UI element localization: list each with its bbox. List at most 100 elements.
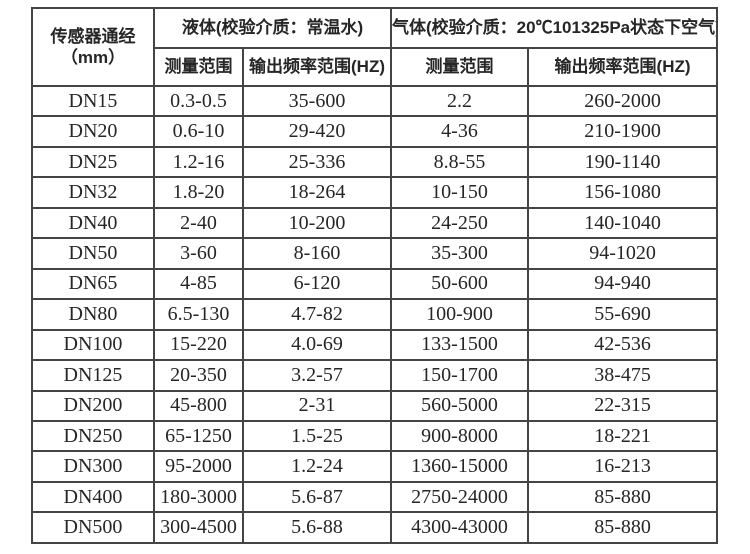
cell-liquid-measure-range: 4-85 — [153, 267, 244, 301]
cell-gas-freq-range: 190-1140 — [527, 145, 719, 179]
cell-liquid-freq-range: 1.5-25 — [241, 419, 393, 453]
cell-liquid-measure-range: 20-350 — [153, 359, 244, 392]
cell-gas-measure-range: 4300-43000 — [390, 511, 530, 544]
cell-gas-measure-range: 2.2 — [390, 84, 530, 118]
cell-gas-freq-range: 16-213 — [527, 450, 719, 483]
cell-liquid-measure-range: 2-40 — [153, 206, 244, 240]
cell-dn: DN15 — [31, 84, 155, 118]
cell-liquid-freq-range: 18-264 — [241, 176, 393, 209]
cell-gas-measure-range: 4-36 — [390, 115, 530, 148]
cell-dn: DN40 — [31, 206, 155, 240]
cell-gas-measure-range: 900-8000 — [390, 419, 530, 453]
table-row: DN25 1.2-16 25-336 8.8-55 190-1140 — [31, 145, 719, 179]
cell-gas-freq-range: 18-221 — [527, 419, 719, 453]
cell-dn: DN65 — [31, 267, 155, 301]
cell-gas-measure-range: 2750-24000 — [390, 480, 530, 514]
cell-gas-freq-range: 260-2000 — [527, 84, 719, 118]
table-row: DN20 0.6-10 29-420 4-36 210-1900 — [31, 115, 719, 148]
cell-dn: DN300 — [31, 450, 155, 483]
cell-gas-measure-range: 150-1700 — [390, 359, 530, 392]
cell-liquid-freq-range: 5.6-88 — [241, 511, 393, 544]
cell-liquid-measure-range: 95-2000 — [153, 450, 244, 483]
cell-liquid-measure-range: 0.3-0.5 — [153, 84, 244, 118]
cell-dn: DN250 — [31, 419, 155, 453]
cell-gas-freq-range: 94-1020 — [527, 237, 719, 270]
header-gas-freq-range: 输出频率范围(HZ) — [527, 47, 719, 87]
table-row: DN200 45-800 2-31 560-5000 22-315 — [31, 389, 719, 422]
cell-gas-freq-range: 38-475 — [527, 359, 719, 392]
cell-gas-freq-range: 156-1080 — [527, 176, 719, 209]
cell-liquid-freq-range: 2-31 — [241, 389, 393, 422]
header-sensor-diameter-line1: 传感器通经 — [50, 26, 136, 46]
cell-liquid-measure-range: 45-800 — [153, 389, 244, 422]
cell-dn: DN32 — [31, 176, 155, 209]
cell-gas-freq-range: 210-1900 — [527, 115, 719, 148]
cell-gas-freq-range: 85-880 — [527, 480, 719, 514]
cell-liquid-measure-range: 1.8-20 — [153, 176, 244, 209]
table-row: DN80 6.5-130 4.7-82 100-900 55-690 — [31, 298, 719, 331]
cell-gas-measure-range: 133-1500 — [390, 328, 530, 362]
header-gas-group: 气体(校验介质：20℃101325Pa状态下空气) — [390, 7, 719, 49]
cell-liquid-freq-range: 4.7-82 — [241, 298, 393, 331]
cell-dn: DN500 — [31, 511, 155, 544]
header-gas-measure-range: 测量范围 — [390, 47, 530, 87]
header-liquid-group: 液体(校验介质：常温水) — [152, 7, 393, 49]
cell-liquid-freq-range: 35-600 — [241, 84, 393, 118]
cell-dn: DN20 — [31, 115, 155, 148]
header-group-row: 传感器通经 （mm） 液体(校验介质：常温水) 气体(校验介质：20℃10132… — [31, 7, 719, 87]
cell-liquid-measure-range: 6.5-130 — [153, 298, 244, 331]
cell-gas-freq-range: 55-690 — [527, 298, 719, 331]
cell-liquid-measure-range: 180-3000 — [153, 480, 244, 514]
cell-gas-measure-range: 100-900 — [390, 298, 530, 331]
table-row: DN250 65-1250 1.5-25 900-8000 18-221 — [31, 419, 719, 453]
cell-gas-measure-range: 50-600 — [390, 267, 530, 301]
cell-liquid-freq-range: 8-160 — [241, 237, 393, 270]
cell-gas-measure-range: 1360-15000 — [390, 450, 530, 483]
cell-liquid-freq-range: 1.2-24 — [241, 450, 393, 483]
table-row: DN125 20-350 3.2-57 150-1700 38-475 — [31, 359, 719, 392]
table-row: DN300 95-2000 1.2-24 1360-15000 16-213 — [31, 450, 719, 483]
cell-liquid-freq-range: 3.2-57 — [241, 359, 393, 392]
table-row: DN400 180-3000 5.6-87 2750-24000 85-880 — [31, 480, 719, 514]
cell-liquid-measure-range: 65-1250 — [153, 419, 244, 453]
cell-dn: DN50 — [31, 237, 155, 270]
cell-gas-freq-range: 22-315 — [527, 389, 719, 422]
table-row: DN500 300-4500 5.6-88 4300-43000 85-880 — [31, 511, 719, 544]
table-row: DN65 4-85 6-120 50-600 94-940 — [31, 267, 719, 301]
cell-dn: DN200 — [31, 389, 155, 422]
table-row: DN15 0.3-0.5 35-600 2.2 260-2000 — [31, 84, 719, 118]
cell-gas-measure-range: 35-300 — [390, 237, 530, 270]
table-row: DN40 2-40 10-200 24-250 140-1040 — [31, 206, 719, 240]
cell-liquid-freq-range: 4.0-69 — [241, 328, 393, 362]
table-row: DN100 15-220 4.0-69 133-1500 42-536 — [31, 328, 719, 362]
cell-gas-freq-range: 94-940 — [527, 267, 719, 301]
header-liquid-freq-range: 输出频率范围(HZ) — [241, 47, 393, 87]
header-sensor-diameter-line2: （mm） — [60, 48, 126, 67]
cell-liquid-freq-range: 5.6-87 — [241, 480, 393, 514]
cell-liquid-freq-range: 25-336 — [241, 145, 393, 179]
cell-dn: DN400 — [31, 480, 155, 514]
table-row: DN50 3-60 8-160 35-300 94-1020 — [31, 237, 719, 270]
header-sensor-diameter: 传感器通经 （mm） — [31, 7, 155, 87]
cell-dn: DN125 — [31, 359, 155, 392]
cell-dn: DN25 — [31, 145, 155, 179]
cell-liquid-measure-range: 1.2-16 — [153, 145, 244, 179]
cell-liquid-freq-range: 29-420 — [241, 115, 393, 148]
flowmeter-spec-table: 传感器通经 （mm） 液体(校验介质：常温水) 气体(校验介质：20℃10132… — [31, 7, 719, 544]
cell-liquid-measure-range: 0.6-10 — [153, 115, 244, 148]
cell-gas-freq-range: 140-1040 — [527, 206, 719, 240]
header-sub-row: 测量范围 输出频率范围(HZ) 测量范围 输出频率范围(HZ) — [32, 47, 719, 87]
cell-gas-measure-range: 24-250 — [390, 206, 530, 240]
cell-liquid-measure-range: 300-4500 — [153, 511, 244, 544]
cell-liquid-freq-range: 10-200 — [241, 206, 393, 240]
header-liquid-measure-range: 测量范围 — [153, 47, 244, 87]
cell-gas-measure-range: 8.8-55 — [390, 145, 530, 179]
cell-gas-measure-range: 10-150 — [390, 176, 530, 209]
cell-gas-freq-range: 85-880 — [527, 511, 719, 544]
cell-liquid-measure-range: 15-220 — [153, 328, 244, 362]
cell-dn: DN100 — [31, 328, 155, 362]
cell-dn: DN80 — [31, 298, 155, 331]
table-row: DN32 1.8-20 18-264 10-150 156-1080 — [31, 176, 719, 209]
cell-liquid-freq-range: 6-120 — [241, 267, 393, 301]
